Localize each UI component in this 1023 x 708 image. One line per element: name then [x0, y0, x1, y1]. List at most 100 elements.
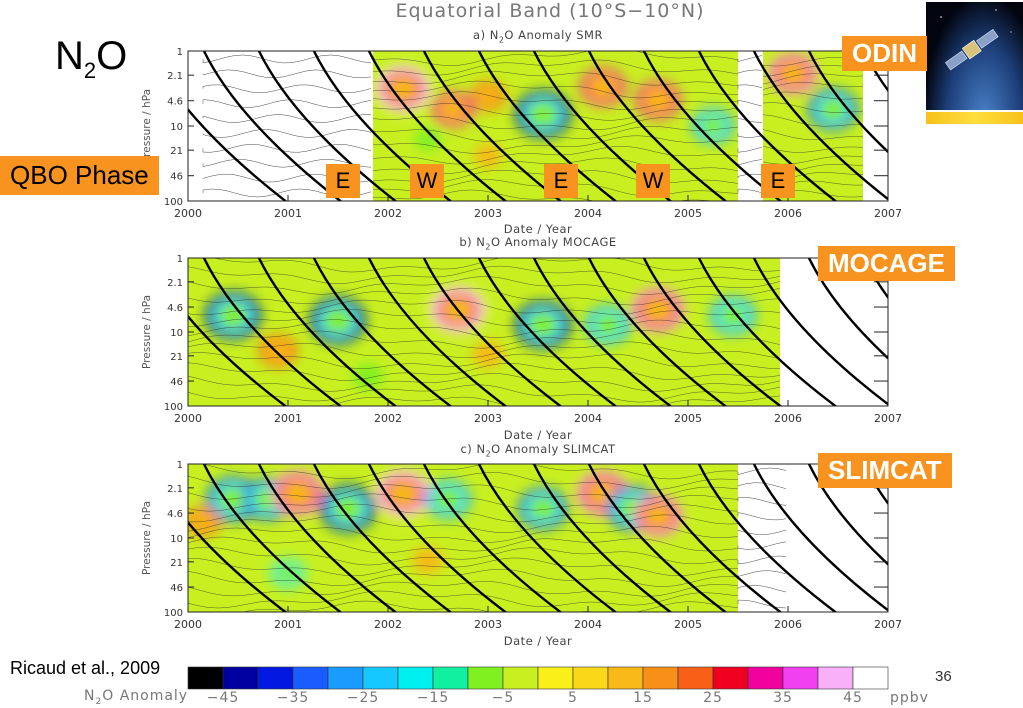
colorbar-tick-label: 45 [843, 690, 863, 706]
thin-contour [188, 514, 738, 533]
anomaly-blob [474, 144, 502, 168]
thin-contour [737, 585, 787, 593]
anomaly-blob [593, 312, 623, 337]
qbo-zero-line [752, 258, 888, 406]
thin-contour [737, 497, 787, 506]
colorbar-cell [607, 666, 644, 690]
x-tick-label: 2007 [874, 207, 902, 220]
species-subscript: 2 [83, 58, 97, 83]
x-tick-label: 2002 [374, 207, 402, 220]
thin-contour [737, 570, 787, 577]
page-number: 36 [935, 668, 952, 685]
thin-contour [188, 298, 780, 316]
qbo-zero-line [188, 107, 288, 201]
panel-b-title: b) N2O Anomaly MOCAGE [459, 235, 617, 252]
slimcat-label: SLIMCAT [818, 453, 952, 488]
colorbar-cell [747, 666, 784, 690]
y-tick-label: 4.6 [167, 97, 183, 108]
qbo-zero-line [587, 258, 728, 406]
anomaly-blob [332, 495, 364, 522]
x-tick-label: 2007 [874, 412, 902, 425]
thin-contour [188, 265, 780, 284]
panel-c-xlabel: Date / Year [503, 634, 573, 648]
y-tick-label: 1 [177, 460, 183, 471]
y-tick-label: 46 [170, 583, 183, 594]
thin-contour [737, 146, 763, 153]
qbo-zero-line [752, 464, 888, 612]
odin-label: ODIN [842, 36, 927, 71]
colorbar-cell [187, 666, 224, 690]
qbo-zero-line [532, 464, 673, 612]
x-tick-label: 2002 [374, 618, 402, 631]
x-tick-label: 2005 [674, 618, 702, 631]
thin-contour [373, 146, 863, 165]
y-tick-label: 100 [164, 197, 183, 208]
thin-contour [188, 309, 780, 327]
thin-contour [373, 124, 863, 142]
thin-contour [188, 590, 738, 609]
qbo-zero-line [697, 258, 838, 406]
anomaly-blob [387, 75, 419, 103]
panel-a-title: a) N2O Anomaly SMR [473, 28, 603, 45]
qbo-zero-line [477, 258, 618, 406]
thin-contour [202, 69, 372, 79]
colorbar-tick-label: −45 [206, 690, 240, 706]
citation: Ricaud et al., 2009 [10, 658, 161, 678]
heatmap-field-1 [188, 258, 780, 406]
qbo-zero-line [367, 464, 508, 612]
thin-contour [737, 555, 787, 565]
thin-contour [202, 99, 372, 108]
colorbar-cell [467, 666, 504, 690]
species-tail: O [96, 34, 128, 78]
colorbar-cell [537, 666, 574, 690]
anomaly-blob [412, 547, 444, 574]
thin-contour [188, 484, 738, 500]
anomaly-blob [718, 303, 748, 328]
qbo-zero-line [532, 258, 673, 406]
colorbar-tick-label: 25 [703, 690, 723, 706]
qbo-zero-line [422, 258, 563, 406]
x-tick-label: 2001 [274, 207, 302, 220]
thin-contour [188, 503, 738, 523]
colorbar-cell [362, 666, 399, 690]
thin-contour [188, 536, 738, 554]
satellite-stripe [926, 112, 1023, 124]
thin-contour [737, 599, 787, 609]
x-tick-label: 2004 [574, 618, 602, 631]
species-label: N2O [55, 34, 127, 84]
anomaly-blob [699, 114, 727, 138]
x-tick-label: 2003 [474, 618, 502, 631]
colorbar-cell [677, 666, 714, 690]
thin-contour [737, 529, 787, 535]
thin-contour [202, 129, 372, 138]
thin-contour [737, 133, 763, 138]
panel-a-xlabel: Date / Year [503, 222, 573, 236]
qbo-zero-line [367, 258, 508, 406]
thin-contour [373, 114, 863, 131]
thin-contour [241, 600, 738, 612]
thin-contour [188, 330, 780, 349]
y-tick-label: 46 [170, 172, 183, 183]
anomaly-blob [818, 97, 848, 122]
thin-contour [188, 287, 780, 306]
panel-b-xlabel: Date / Year [503, 428, 573, 442]
qbo-zero-line [697, 51, 838, 201]
y-tick-label: 4.6 [167, 509, 183, 520]
thin-contour [373, 102, 863, 121]
x-tick-label: 2000 [174, 618, 202, 631]
qbo-zero-line [642, 51, 783, 201]
y-tick-label: 10 [170, 534, 183, 545]
colorbar-cell [782, 666, 819, 690]
chart-panel-2: 2000 2001 2002 2003 2004 2005 2006 2007 1 2.1 4.6 1… [164, 460, 902, 631]
x-tick-label: 2006 [774, 618, 802, 631]
panel-c-ylabel: Pressure / hPa [141, 501, 153, 575]
thin-contour [737, 512, 787, 521]
colorbar-cell [257, 666, 294, 690]
anomaly-blob [217, 302, 249, 329]
thin-contour [188, 493, 738, 512]
anomaly-blob [475, 85, 501, 107]
thin-contour [188, 557, 738, 577]
qbo-phase-e-3: E [761, 164, 795, 198]
colorbar-cell [502, 666, 539, 690]
mocage-label: MOCAGE [818, 246, 955, 281]
